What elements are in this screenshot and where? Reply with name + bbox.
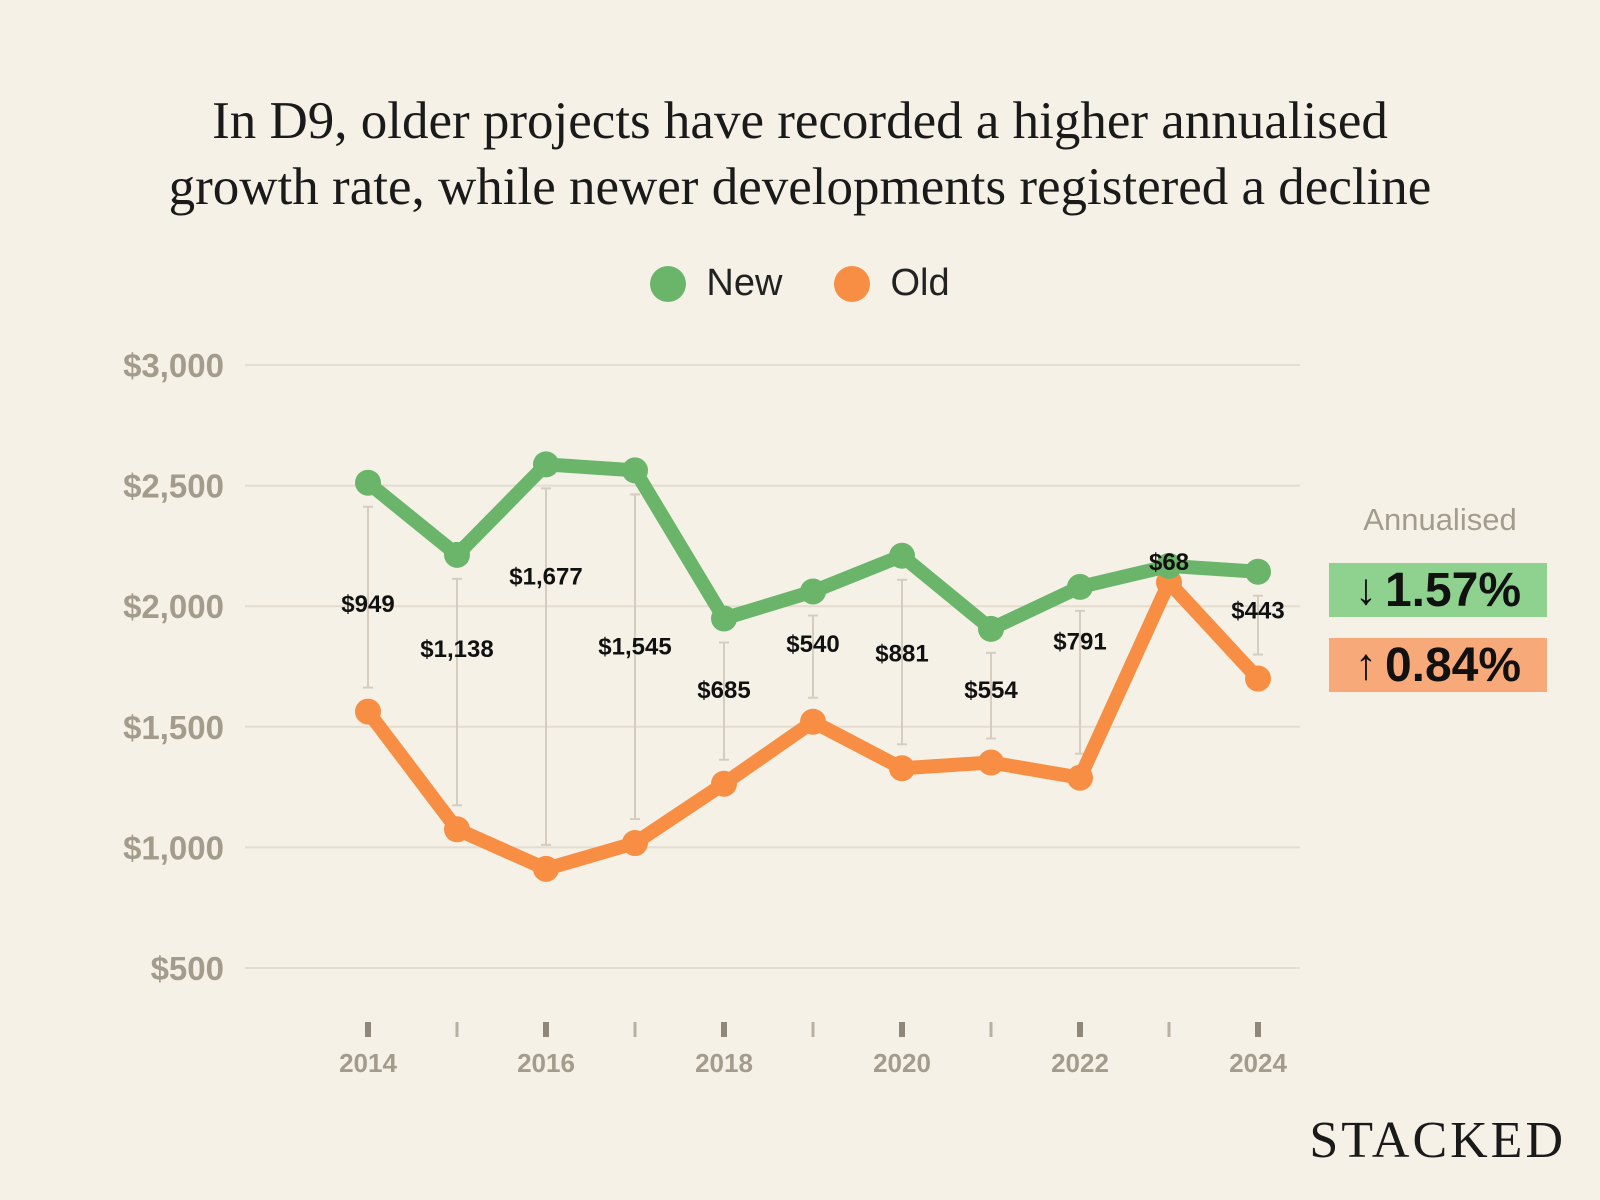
data-point-new	[1067, 573, 1093, 600]
data-point-new	[1156, 552, 1182, 579]
gap-value-label: $1,545	[598, 633, 671, 660]
gap-value-label: $791	[1053, 629, 1106, 656]
legend-label-new: New	[706, 262, 783, 304]
gap-value-label: $1,138	[420, 636, 493, 663]
y-tick-label: $3,000	[123, 347, 224, 384]
data-point-old	[889, 755, 915, 782]
data-point-old	[711, 770, 737, 797]
chart-title-line-2: growth rate, while newer developments re…	[168, 158, 1432, 216]
data-point-old	[1245, 665, 1271, 692]
gap-value-label: $554	[964, 677, 1018, 704]
gap-value-label: $685	[697, 677, 750, 704]
x-tick-label: 2022	[1051, 1048, 1109, 1078]
legend-item-new: New	[650, 262, 782, 305]
legend-item-old: Old	[834, 262, 950, 305]
data-point-new	[444, 541, 470, 568]
x-tick-label: 2018	[695, 1048, 753, 1078]
legend-swatch-new	[650, 265, 687, 302]
arrow-down-icon: ↓	[1354, 565, 1377, 614]
data-point-old	[978, 749, 1004, 776]
data-point-new	[800, 578, 826, 605]
legend-label-old: Old	[890, 262, 950, 304]
annualised-value-old: 0.84%	[1384, 638, 1522, 692]
data-point-old	[800, 708, 826, 735]
data-point-new	[1245, 558, 1271, 585]
data-point-new	[889, 542, 915, 569]
data-point-old	[1067, 764, 1093, 791]
annualised-badge-new: ↓ 1.57%	[1329, 563, 1547, 617]
x-tick-label: 2024	[1229, 1048, 1287, 1078]
x-tick-label: 2020	[873, 1048, 931, 1078]
brand-logo: STACKED	[1309, 1112, 1566, 1169]
chart-title-line-1: In D9, older projects have recorded a hi…	[212, 92, 1388, 150]
arrow-up-icon: ↑	[1354, 640, 1377, 689]
data-point-new	[533, 451, 559, 478]
data-point-new	[711, 605, 737, 632]
annualised-value-new: 1.57%	[1384, 563, 1522, 617]
chart-title: In D9, older projects have recorded a hi…	[60, 88, 1540, 220]
annualised-badge-old: ↑ 0.84%	[1329, 638, 1547, 692]
gap-value-label: $949	[341, 591, 394, 618]
annualised-heading: Annualised	[1363, 502, 1517, 537]
gap-value-label: $540	[786, 631, 839, 658]
data-point-new	[978, 615, 1004, 642]
y-tick-label: $2,500	[123, 468, 224, 505]
data-point-old	[622, 830, 648, 857]
chart-legend: New Old	[0, 262, 1600, 305]
data-point-old	[444, 816, 470, 843]
y-tick-label: $500	[151, 950, 224, 987]
gap-value-label: $881	[875, 641, 928, 668]
gap-value-label: $443	[1231, 597, 1284, 624]
data-point-new	[355, 469, 381, 496]
data-point-new	[622, 457, 648, 484]
y-tick-label: $2,000	[123, 588, 224, 625]
data-point-old	[533, 855, 559, 882]
gap-value-label: $1,677	[509, 563, 582, 590]
x-tick-label: 2014	[339, 1048, 397, 1078]
y-tick-label: $1,500	[123, 709, 224, 746]
x-tick-label: 2016	[517, 1048, 575, 1078]
legend-swatch-old	[834, 265, 871, 302]
y-tick-label: $1,000	[123, 829, 224, 866]
gap-value-label: $68	[1149, 549, 1189, 576]
data-point-old	[355, 698, 381, 725]
